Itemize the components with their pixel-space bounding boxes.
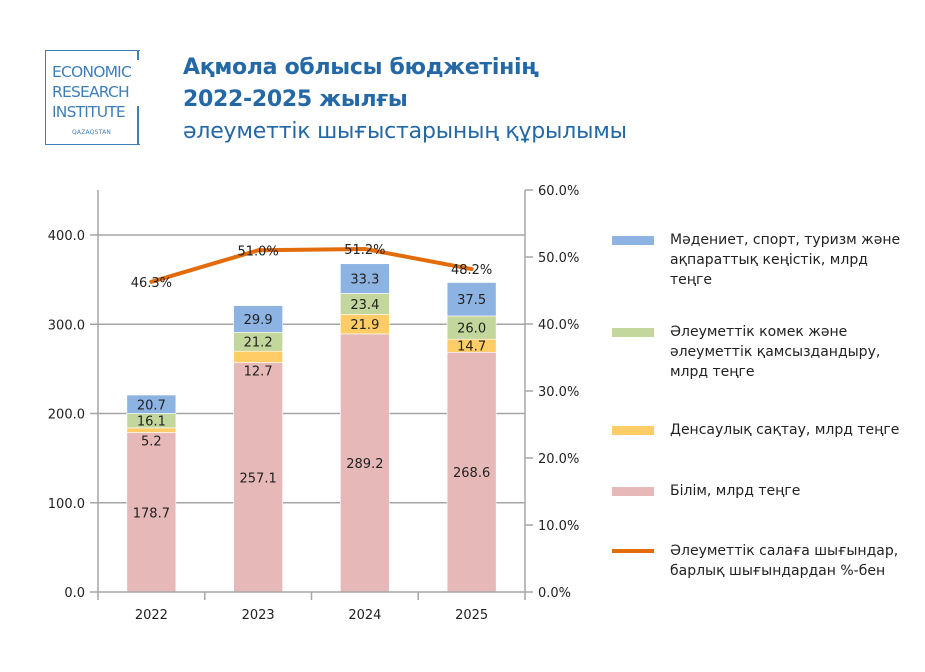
left-axis-tick-label: 100.0 — [48, 497, 85, 512]
page-title: Ақмола облысы бюджетінің 2022-2025 жылғы… — [183, 52, 627, 148]
bar-segment-education — [126, 432, 177, 593]
bar-segment-culture — [126, 394, 177, 414]
title-line-3: әлеуметтік шығыстарының құрылымы — [183, 119, 627, 144]
bar-data-label-education: 178.7 — [133, 506, 170, 521]
bar-data-label-social: 26.0 — [457, 322, 486, 337]
bar-segment-culture — [340, 263, 390, 294]
legend-swatch-health — [612, 426, 654, 435]
title-line-1: Ақмола облысы бюджетінің — [183, 55, 539, 80]
bar-data-label-education: 289.2 — [346, 457, 383, 472]
legend-label: Әлеуметтік салаға шығындар, барлық шығын… — [670, 543, 899, 579]
x-axis-tick-label: 2025 — [455, 608, 488, 623]
right-axis-tick-label: 10.0% — [538, 519, 579, 534]
right-axis-tick-label: 0.0% — [538, 586, 571, 601]
bar-data-label-health: 5.2 — [141, 435, 162, 450]
bar-data-label-social: 21.2 — [244, 336, 273, 351]
bar-segment-culture — [446, 282, 497, 317]
x-axis-tick-label: 2023 — [242, 608, 275, 623]
line-data-label: 46.3% — [131, 276, 172, 291]
left-axis-tick-label: 200.0 — [48, 408, 85, 423]
bar-segment-education — [446, 351, 497, 593]
legend-label: Білім, млрд теңге — [670, 483, 801, 499]
right-axis-tick-label: 20.0% — [538, 452, 579, 467]
bar-data-label-culture: 29.9 — [244, 313, 273, 328]
data-labels: 46.3% 51.0% 51.2% 48.2% 178.7 5.2 16.1 20.7 257.… — [131, 243, 493, 521]
bar-data-label-health: 21.9 — [350, 318, 379, 333]
line-data-label: 51.2% — [344, 243, 385, 258]
bar-data-label-education: 268.6 — [453, 466, 490, 481]
bar-data-label-education: 257.1 — [240, 471, 277, 486]
legend-label: Әлеуметтік комек және әлеуметтік қамсызд… — [670, 324, 881, 380]
bar-data-label-culture: 33.3 — [350, 273, 379, 288]
left-axis-tick-label: 300.0 — [48, 318, 85, 333]
bars — [126, 263, 497, 593]
x-axis-tick-label: 2024 — [348, 608, 381, 623]
x-axis-tick-label: 2022 — [135, 608, 168, 623]
line-data-label: 51.0% — [237, 244, 278, 259]
legend-label: Денсаулық сақтау, млрд теңге — [670, 422, 900, 438]
bar-data-label-health: 14.7 — [457, 340, 486, 355]
title-line-2: 2022-2025 жылғы — [183, 87, 408, 112]
legend-line-swatch — [612, 549, 654, 553]
bar-segment-culture — [233, 305, 283, 333]
left-axis-tick-label: 400.0 — [48, 229, 85, 244]
bar-data-label-social: 23.4 — [350, 298, 379, 313]
logo-country: QAZAQSTAN — [72, 129, 112, 136]
bar-data-label-health: 12.7 — [244, 365, 273, 380]
logo-frame-right-bottom — [137, 106, 139, 145]
right-axis-tick-label: 50.0% — [538, 251, 579, 266]
logo-frame-right-top — [137, 50, 139, 60]
right-axis-tick-label: 40.0% — [538, 318, 579, 333]
percentage-line-path — [149, 246, 474, 284]
logo-text: ECONOMIC RESEARCH INSTITUTE — [52, 62, 132, 122]
bar-segment-education — [340, 333, 390, 593]
bar-data-label-culture: 20.7 — [137, 398, 166, 413]
legend-label: Мәдениет, спорт, туризм және ақпараттық … — [670, 232, 901, 288]
percentage-line — [149, 246, 474, 284]
bar-segment-education — [233, 362, 283, 593]
legend-swatch-culture — [612, 236, 654, 245]
logo-line-2: RESEARCH — [52, 83, 130, 101]
legend-swatch-social — [612, 328, 654, 337]
logo-line-1: ECONOMIC — [52, 63, 132, 81]
right-axis-tick-label: 30.0% — [538, 385, 579, 400]
right-axis-tick-label: 60.0% — [538, 184, 579, 199]
line-data-label: 48.2% — [451, 263, 492, 278]
bar-segment-health — [233, 350, 283, 363]
bar-data-label-social: 16.1 — [137, 415, 166, 430]
logo-frame — [45, 50, 140, 145]
legend-swatch-education — [612, 487, 654, 496]
axes: 0.0 100.0 200.0 300.0 400.0 2022 2023 2024 2025 0… — [48, 184, 580, 623]
left-axis-tick-label: 0.0 — [64, 586, 85, 601]
logo-line-3: INSTITUTE — [52, 103, 126, 121]
bar-data-label-culture: 37.5 — [457, 293, 486, 308]
